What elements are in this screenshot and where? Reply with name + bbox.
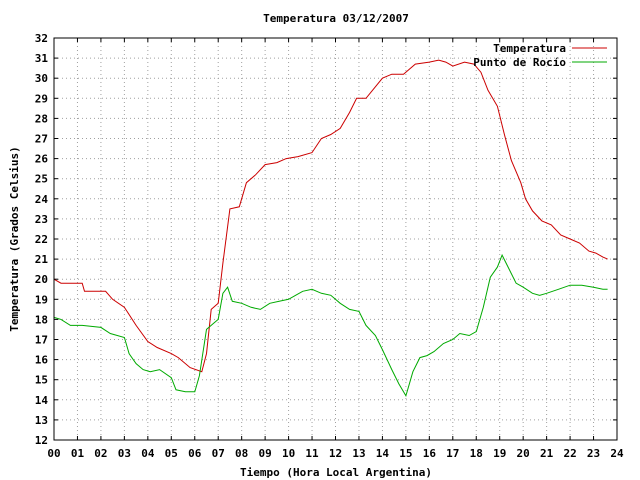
x-tick-label: 16 [423, 447, 437, 460]
legend: Temperatura Punto de Rocío [473, 42, 607, 69]
y-tick-label: 18 [35, 313, 48, 326]
series-line-punto-de-rocio [53, 253, 608, 398]
legend-label-punto-de-rocio: Punto de Rocío [473, 56, 566, 69]
y-tick-label: 32 [35, 32, 48, 45]
x-tick-label: 24 [610, 447, 624, 460]
y-tick-label: 30 [35, 72, 48, 85]
x-axis-label: Tiempo (Hora Local Argentina) [240, 466, 432, 479]
x-tick-label: 14 [376, 447, 390, 460]
grid [54, 38, 617, 440]
y-tick-label: 15 [35, 374, 48, 387]
x-tick-label: 15 [399, 447, 412, 460]
y-axis-label: Temperatura (Grados Celsius) [8, 146, 21, 331]
y-tick-label: 13 [35, 414, 48, 427]
x-tick-label: 06 [188, 447, 202, 460]
legend-label-temperatura: Temperatura [493, 42, 566, 55]
x-tick-label: 01 [71, 447, 85, 460]
x-tick-label: 10 [282, 447, 295, 460]
y-tick-label: 22 [35, 233, 48, 246]
x-tick-label: 12 [329, 447, 342, 460]
y-tick-label: 25 [35, 173, 48, 186]
y-tick-label: 20 [35, 273, 48, 286]
x-tick-label: 05 [165, 447, 178, 460]
y-tick-label: 23 [35, 213, 48, 226]
x-tick-label: 17 [446, 447, 459, 460]
x-tick-label: 00 [47, 447, 60, 460]
chart-title: Temperatura 03/12/2007 [263, 12, 409, 25]
x-tick-label: 07 [212, 447, 225, 460]
x-tick-label: 09 [259, 447, 272, 460]
x-tick-label: 21 [540, 447, 554, 460]
y-tick-label: 28 [35, 112, 48, 125]
x-tick-label: 11 [305, 447, 319, 460]
tick-labels: 00 01 02 03 04 05 06 07 08 09 10 11 12 13 14 15 16 17 18 19… [35, 32, 624, 460]
x-tick-label: 23 [587, 447, 600, 460]
y-tick-label: 21 [35, 253, 49, 266]
series-line-temperatura [53, 59, 608, 373]
x-tick-label: 04 [141, 447, 155, 460]
y-tick-label: 12 [35, 434, 48, 447]
y-tick-label: 26 [35, 153, 49, 166]
y-tick-label: 14 [35, 394, 49, 407]
x-tick-label: 22 [563, 447, 576, 460]
y-tick-label: 24 [35, 193, 49, 206]
y-tick-label: 27 [35, 133, 48, 146]
x-tick-label: 02 [94, 447, 107, 460]
y-tick-label: 31 [35, 52, 49, 65]
x-tick-label: 03 [118, 447, 131, 460]
x-tick-label: 13 [352, 447, 365, 460]
x-tick-label: 19 [493, 447, 506, 460]
y-tick-label: 29 [35, 92, 48, 105]
series-layer [53, 59, 608, 398]
y-tick-label: 17 [35, 334, 48, 347]
x-tick-label: 18 [470, 447, 483, 460]
x-tick-label: 08 [235, 447, 248, 460]
y-tick-label: 16 [35, 354, 49, 367]
y-tick-label: 19 [35, 293, 48, 306]
x-tick-label: 20 [517, 447, 530, 460]
